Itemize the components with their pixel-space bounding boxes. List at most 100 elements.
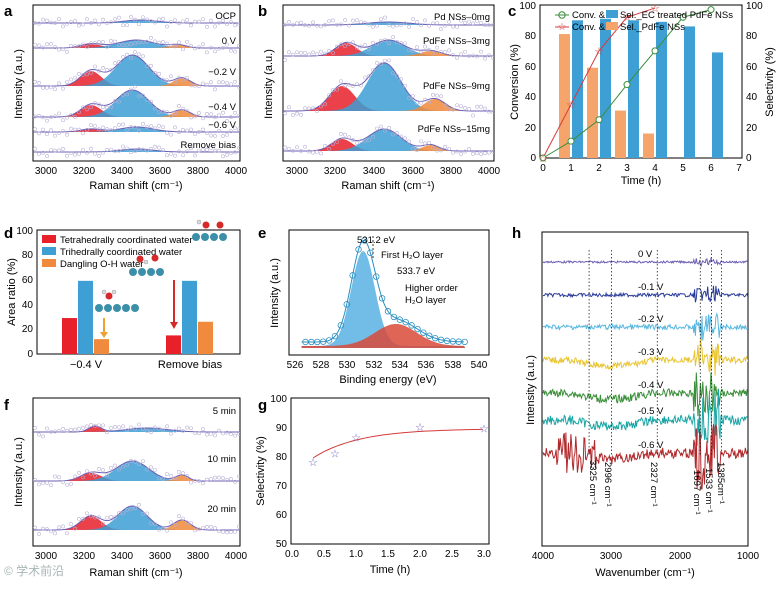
data-point xyxy=(109,147,113,152)
data-point xyxy=(77,127,81,132)
data-point xyxy=(467,107,471,111)
data-point xyxy=(217,148,221,153)
data-point xyxy=(225,42,229,47)
data-point xyxy=(77,110,81,115)
data-point xyxy=(105,44,109,49)
data-point xyxy=(479,20,483,25)
data-point xyxy=(49,148,53,152)
data-point xyxy=(165,78,169,83)
tick-label: 1000 xyxy=(737,551,760,562)
fit-curve xyxy=(312,428,483,459)
data-point xyxy=(65,21,69,26)
peak-fill xyxy=(283,43,494,56)
data-point xyxy=(33,478,37,482)
data-point xyxy=(283,22,287,27)
tick-label: 5 xyxy=(680,163,686,174)
data-point xyxy=(153,425,157,430)
data-point xyxy=(65,531,69,536)
data-point xyxy=(85,107,89,112)
tick-label: 3400 xyxy=(363,166,386,177)
data-point xyxy=(125,52,129,57)
data-point xyxy=(77,426,81,431)
tick-label: 3400 xyxy=(111,551,134,562)
data-point xyxy=(435,45,439,50)
data-point xyxy=(49,42,53,46)
data-point xyxy=(181,471,185,476)
data-point xyxy=(299,112,303,117)
data-point xyxy=(399,22,403,27)
data-point xyxy=(315,150,319,154)
data-point xyxy=(109,426,113,430)
data-point xyxy=(367,138,371,143)
data-point xyxy=(213,115,217,120)
annotation: 533.7 eV xyxy=(397,266,436,277)
data-point xyxy=(129,42,133,47)
data-point xyxy=(197,148,201,153)
data-point xyxy=(229,151,233,155)
data-point xyxy=(125,43,129,48)
data-point xyxy=(225,478,229,482)
data-point xyxy=(427,140,431,145)
panel-label: a xyxy=(4,3,13,20)
tick-label: 3000 xyxy=(286,166,309,177)
data-point xyxy=(483,23,487,27)
data-point xyxy=(53,531,57,536)
x-ticks: 3000 3200 3400 3600 3800 4000 xyxy=(35,551,248,562)
data-point xyxy=(69,482,73,486)
data-point xyxy=(295,145,299,150)
data-point xyxy=(53,87,57,92)
tick-label: 60 xyxy=(22,275,34,286)
area-ratio-bar xyxy=(78,280,93,354)
tick-label: 4000 xyxy=(225,551,248,562)
arrow-head xyxy=(170,322,178,329)
data-point xyxy=(93,515,97,520)
data-point xyxy=(169,152,173,156)
data-point xyxy=(57,525,61,530)
data-point xyxy=(105,473,109,478)
data-point xyxy=(315,109,319,114)
legend-text: Tetrahedrally coordinated water xyxy=(60,235,193,246)
trace-label: -0.1 V xyxy=(638,282,664,293)
data-point xyxy=(185,128,189,133)
data-point xyxy=(319,104,323,109)
data-point xyxy=(291,113,295,118)
data-point xyxy=(201,116,205,121)
peak-fill xyxy=(283,51,494,56)
data-point xyxy=(113,61,117,66)
tick-label: 0 xyxy=(530,153,536,164)
data-point xyxy=(129,124,133,129)
data-point xyxy=(145,125,149,129)
data-point xyxy=(415,100,419,105)
data-point xyxy=(217,20,221,25)
tick-label: 80 xyxy=(746,31,758,42)
legend-text: Conv. & xyxy=(572,10,606,21)
trace-label: PdFe NSs–15mg xyxy=(418,124,490,135)
data-point xyxy=(185,425,189,430)
fit-line xyxy=(33,425,239,433)
data-point xyxy=(205,50,209,55)
data-point xyxy=(145,98,149,103)
panel-label: d xyxy=(4,225,13,242)
data-point xyxy=(303,50,307,55)
data-point xyxy=(225,81,229,86)
data-point xyxy=(69,20,73,25)
data-point-star: ☆ xyxy=(479,424,489,436)
data-point xyxy=(137,502,141,507)
peak-fill xyxy=(33,428,240,432)
trace-label: -0.5 V xyxy=(638,406,664,417)
tick-label: 3800 xyxy=(187,166,210,177)
data-point xyxy=(57,47,61,52)
data-point xyxy=(399,134,403,139)
plot-frame xyxy=(288,229,490,356)
data-point xyxy=(69,522,73,526)
data-point xyxy=(49,128,53,133)
data-point xyxy=(237,22,240,27)
data-point xyxy=(37,131,41,136)
data-point xyxy=(77,23,81,28)
raman-traces xyxy=(33,422,240,536)
xps-spectrum xyxy=(301,237,468,348)
legend-text: Trihedrally coordinated water xyxy=(60,247,182,258)
data-point xyxy=(161,428,165,433)
data-point xyxy=(189,23,193,28)
tick-label: 0.5 xyxy=(317,549,331,560)
